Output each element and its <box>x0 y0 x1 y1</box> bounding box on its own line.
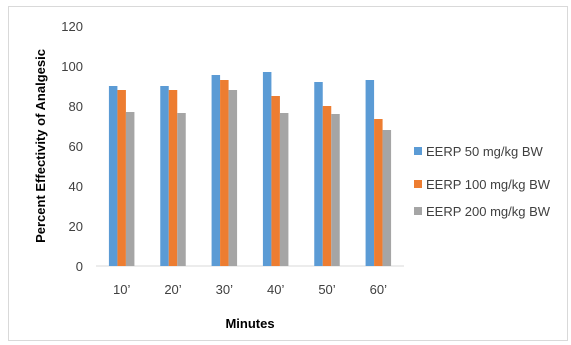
bar-2-2 <box>168 90 178 266</box>
bar-2-3 <box>220 80 229 266</box>
x-tick-label: 60’ <box>370 282 387 297</box>
legend-label-2: EERP 100 mg/kg BW <box>426 177 551 192</box>
bar-1-4 <box>262 72 272 266</box>
y-tick-labels: 0 20 40 60 80 100 120 <box>61 19 83 274</box>
bar-3-1 <box>125 112 135 266</box>
bar-1-2 <box>160 86 169 266</box>
y-tick-label: 120 <box>61 19 83 34</box>
legend: EERP 50 mg/kg BW EERP 100 mg/kg BW EERP 20… <box>414 144 551 219</box>
bar-1-1 <box>108 86 118 266</box>
y-tick-label: 60 <box>69 139 83 154</box>
legend-swatch-1 <box>414 147 422 155</box>
legend-label-3: EERP 200 mg/kg BW <box>426 204 551 219</box>
legend-swatch-2 <box>414 180 422 188</box>
x-tick-label: 50’ <box>318 282 335 297</box>
x-tick-label: 20’ <box>164 282 181 297</box>
bar-3-3 <box>228 90 238 266</box>
x-tick-label: 40’ <box>267 282 284 297</box>
x-tick-label: 10’ <box>113 282 130 297</box>
bars <box>108 72 392 266</box>
y-tick-label: 80 <box>69 99 83 114</box>
bar-2-5 <box>322 106 332 266</box>
y-tick-label: 100 <box>61 59 83 74</box>
bar-3-4 <box>279 113 289 266</box>
bar-3-2 <box>177 113 186 266</box>
bar-3-5 <box>331 114 340 266</box>
bar-1-3 <box>211 75 221 266</box>
x-tick-label: 30’ <box>216 282 233 297</box>
bar-2-6 <box>374 119 383 266</box>
y-tick-label: 20 <box>69 219 83 234</box>
x-axis-title: Minutes <box>225 316 274 331</box>
y-axis-title: Percent Effectivity of Analgesic <box>33 49 48 243</box>
y-tick-label: 40 <box>69 179 83 194</box>
bar-3-6 <box>382 130 392 266</box>
y-tick-label: 0 <box>76 259 83 274</box>
bar-2-1 <box>117 90 126 266</box>
bar-1-6 <box>365 80 375 266</box>
bar-1-5 <box>314 82 323 266</box>
bar-2-4 <box>271 96 280 266</box>
legend-swatch-3 <box>414 207 422 215</box>
legend-label-1: EERP 50 mg/kg BW <box>426 144 544 159</box>
x-tick-labels: 10’ 20’ 30’ 40’ 50’ 60’ <box>113 282 387 297</box>
